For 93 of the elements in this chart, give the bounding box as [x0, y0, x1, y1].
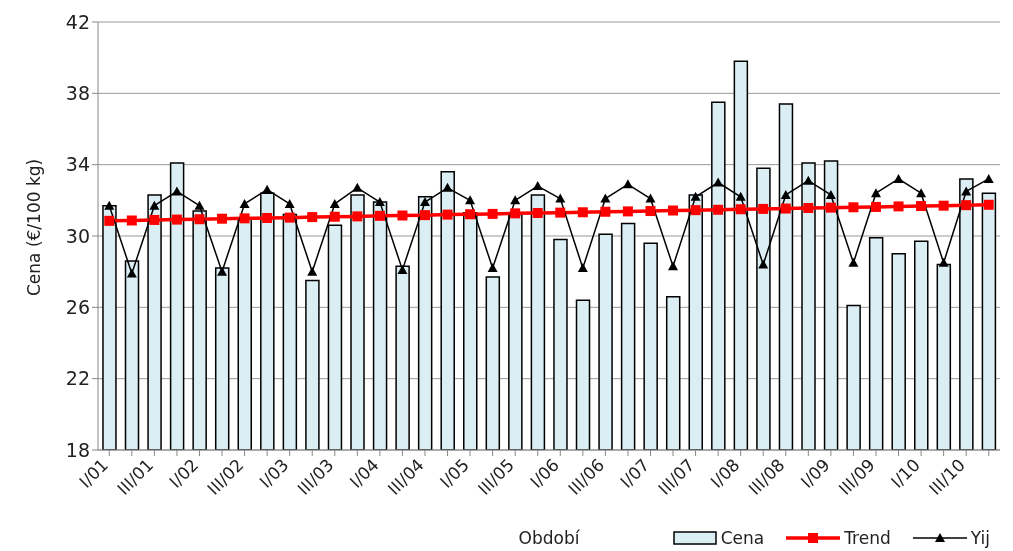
point [622, 179, 633, 189]
point [171, 214, 182, 225]
point [307, 266, 318, 276]
x-tick-label: I/02 [165, 454, 203, 492]
point [668, 261, 679, 271]
y-axis-title: Cena (€/100 kg) [24, 158, 45, 296]
point [442, 182, 453, 192]
point [419, 197, 430, 207]
point [690, 191, 701, 201]
point [329, 198, 340, 208]
point [690, 205, 701, 216]
point [284, 212, 295, 223]
point [104, 200, 115, 210]
point [149, 214, 160, 225]
point [374, 210, 385, 221]
y-tick-label: 18 [65, 438, 90, 461]
point [780, 189, 791, 199]
point [352, 182, 363, 192]
point [194, 214, 205, 225]
point [239, 198, 250, 208]
point [217, 266, 228, 276]
point [307, 212, 318, 223]
point [803, 175, 814, 185]
point [758, 259, 769, 269]
point [532, 181, 543, 191]
point [465, 195, 476, 205]
point [510, 195, 521, 205]
point [487, 208, 498, 219]
point [419, 210, 430, 221]
point [465, 209, 476, 220]
point [352, 211, 363, 222]
point [262, 212, 273, 223]
x-axis-title: Období [518, 528, 581, 548]
point [983, 173, 994, 183]
point [735, 191, 746, 201]
point [171, 186, 182, 196]
legend-label: Yij [970, 528, 990, 548]
point [104, 215, 115, 226]
point [870, 188, 881, 198]
y-tick-label: 30 [65, 224, 90, 247]
point [532, 208, 543, 218]
point [126, 268, 137, 278]
point [961, 200, 972, 211]
point [893, 173, 904, 183]
point [645, 206, 656, 217]
point [758, 203, 769, 214]
point [217, 213, 228, 224]
y-tick-label: 22 [65, 367, 90, 390]
point [577, 263, 588, 273]
y-tick-label: 34 [65, 153, 90, 176]
y-tick-label: 42 [65, 10, 90, 33]
point [374, 197, 385, 207]
point [848, 202, 859, 213]
legend-label: Cena [720, 528, 765, 548]
point [825, 202, 836, 213]
legend-label: Trend [844, 528, 891, 548]
point [893, 201, 904, 212]
point [938, 257, 949, 267]
point [983, 199, 994, 210]
point [668, 205, 679, 216]
point [916, 201, 927, 212]
y-tick-label: 26 [65, 296, 90, 319]
point [329, 211, 340, 222]
point [870, 201, 881, 212]
point [848, 257, 859, 267]
y-tick-label: 38 [65, 82, 90, 105]
point [600, 193, 611, 203]
point [713, 177, 724, 187]
point [487, 263, 498, 273]
point [916, 188, 927, 198]
point [442, 209, 453, 220]
point [622, 206, 633, 217]
point [397, 264, 408, 274]
point [284, 198, 295, 208]
point [239, 213, 250, 224]
point [780, 203, 791, 214]
point [938, 200, 949, 211]
x-tick-label: I/09 [796, 454, 834, 492]
point [645, 193, 656, 203]
point [149, 200, 160, 210]
point [577, 207, 588, 218]
point [126, 215, 137, 226]
point [555, 207, 566, 218]
point [961, 186, 972, 196]
point [735, 204, 746, 215]
point [555, 193, 566, 203]
point [397, 210, 408, 221]
point [510, 208, 521, 219]
point [803, 203, 814, 213]
point [825, 189, 836, 199]
point [713, 204, 724, 215]
point [194, 200, 205, 210]
point [600, 206, 611, 217]
